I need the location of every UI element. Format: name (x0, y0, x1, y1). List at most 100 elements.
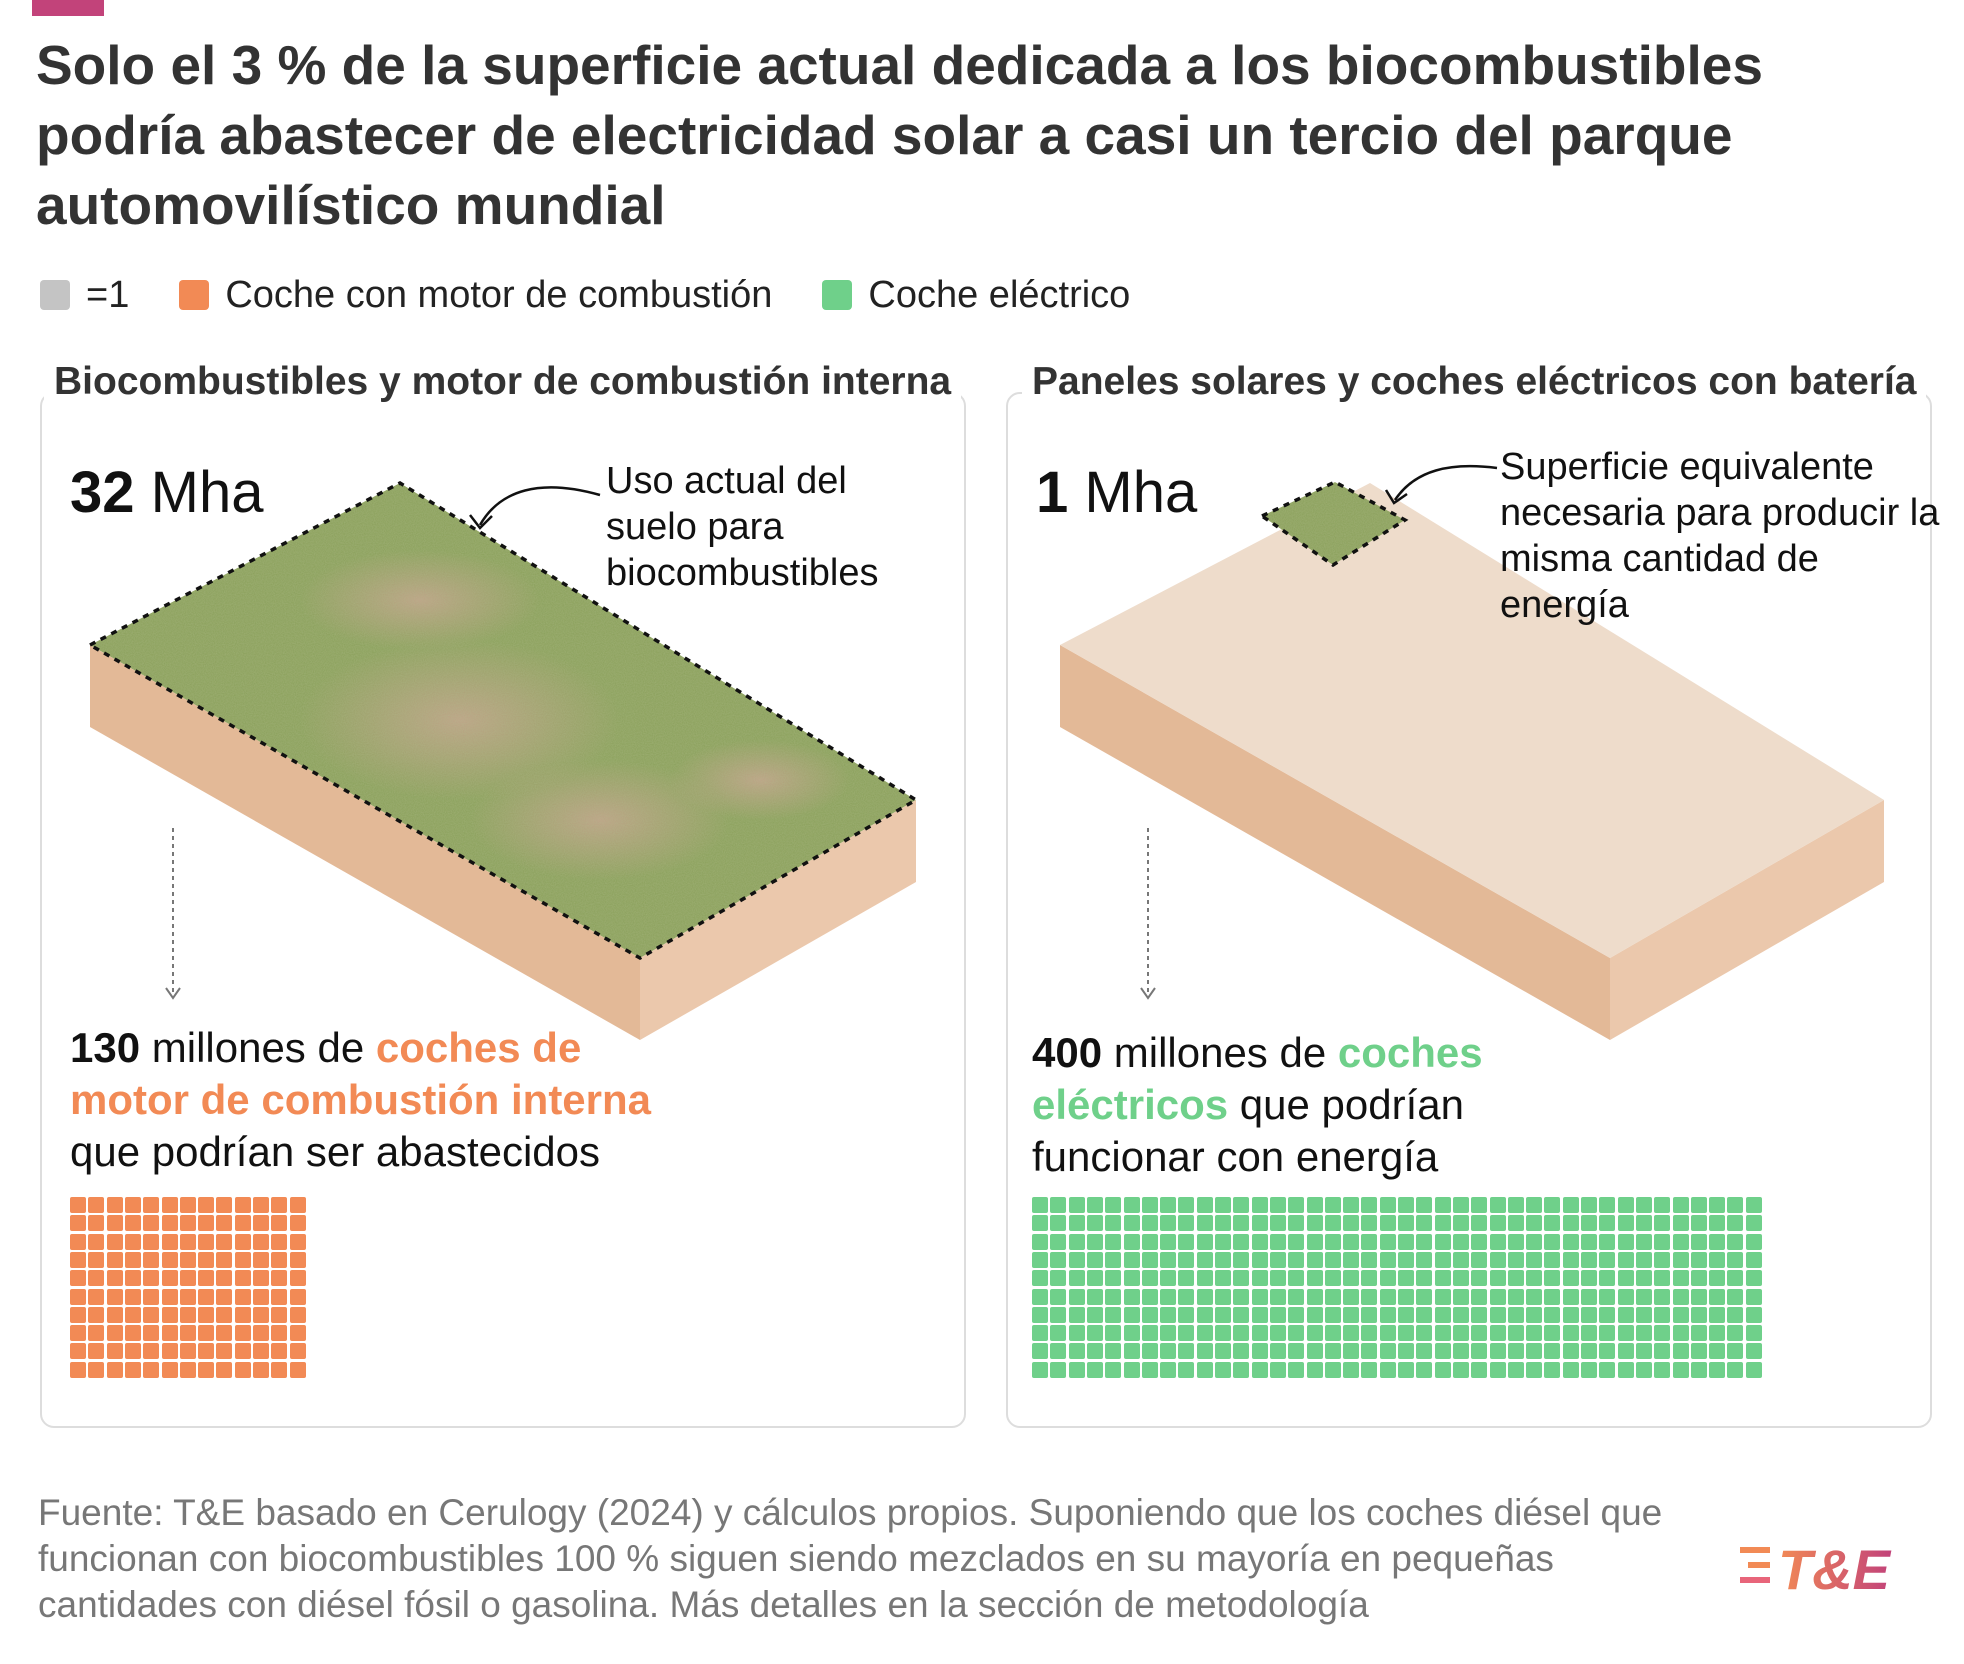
waffle-square-combustion (234, 1270, 251, 1287)
waffle-square-combustion (289, 1361, 306, 1378)
waffle-square-electric (1288, 1288, 1305, 1305)
waffle-square-electric (1251, 1270, 1268, 1287)
waffle-square-electric (1507, 1325, 1524, 1342)
waffle-square-electric (1434, 1270, 1451, 1287)
waffle-square-electric (1196, 1270, 1213, 1287)
waffle-square-electric (1526, 1251, 1543, 1268)
waffle-square-electric (1141, 1343, 1158, 1360)
panel-title-biofuels: Biocombustibles y motor de combustión in… (44, 360, 962, 404)
waffle-square-electric (1617, 1361, 1634, 1378)
waffle-square-electric (1068, 1215, 1085, 1232)
waffle-square-electric (1196, 1233, 1213, 1250)
waffle-square-electric (1306, 1288, 1323, 1305)
waffle-square-electric (1745, 1215, 1762, 1232)
waffle-square-electric (1269, 1270, 1286, 1287)
waffle-square-combustion (106, 1343, 123, 1360)
waffle-square-combustion (234, 1361, 251, 1378)
waffle-square-combustion (271, 1251, 288, 1268)
waffle-square-combustion (161, 1233, 178, 1250)
waffle-square-electric (1654, 1343, 1671, 1360)
waffle-square-electric (1379, 1288, 1396, 1305)
waffle-square-combustion (143, 1288, 160, 1305)
right-small-grass-patch (1262, 482, 1405, 565)
waffle-square-electric (1050, 1343, 1067, 1360)
waffle-square-combustion (179, 1197, 196, 1213)
waffle-square-electric (1032, 1215, 1048, 1232)
waffle-square-electric (1635, 1288, 1652, 1305)
waffle-square-electric (1343, 1361, 1360, 1378)
waffle-square-electric (1178, 1325, 1195, 1342)
legend-swatch-electric (822, 280, 853, 310)
waffle-square-combustion (216, 1270, 233, 1287)
waffle-square-electric (1398, 1343, 1414, 1360)
waffle-square-combustion (253, 1361, 269, 1378)
waffle-square-combustion (143, 1306, 160, 1323)
waffle-square-electric (1361, 1233, 1378, 1250)
waffle-square-combustion (216, 1288, 233, 1305)
waffle-square-electric (1233, 1197, 1250, 1213)
waffle-square-electric (1141, 1361, 1158, 1378)
waffle-square-electric (1288, 1215, 1305, 1232)
right-result-text: 400 millones de coches eléctricos que po… (1032, 1027, 1532, 1183)
waffle-square-combustion (198, 1270, 215, 1287)
waffle-square-electric (1526, 1197, 1543, 1213)
waffle-square-electric (1251, 1288, 1268, 1305)
waffle-square-electric (1196, 1251, 1213, 1268)
waffle-square-combustion (179, 1288, 196, 1305)
waffle-square-electric (1324, 1325, 1341, 1342)
waffle-square-electric (1123, 1306, 1140, 1323)
waffle-square-electric (1672, 1251, 1689, 1268)
waffle-square-electric (1141, 1215, 1158, 1232)
legend-swatch-unit (40, 280, 70, 310)
waffle-square-electric (1416, 1361, 1433, 1378)
right-slab-top-face (1060, 483, 1884, 958)
waffle-square-electric (1745, 1197, 1762, 1213)
waffle-square-electric (1398, 1197, 1414, 1213)
waffle-square-electric (1068, 1361, 1085, 1378)
waffle-square-electric (1745, 1288, 1762, 1305)
waffle-square-electric (1581, 1270, 1597, 1287)
waffle-square-combustion (106, 1325, 123, 1342)
waffle-square-combustion (88, 1251, 105, 1268)
waffle-square-electric (1745, 1325, 1762, 1342)
waffle-square-combustion (198, 1197, 215, 1213)
waffle-square-electric (1727, 1361, 1744, 1378)
right-area-number: 1 (1036, 460, 1069, 525)
waffle-square-combustion (289, 1197, 306, 1213)
waffle-square-electric (1562, 1233, 1579, 1250)
waffle-square-combustion (70, 1270, 86, 1287)
waffle-square-combustion (161, 1197, 178, 1213)
waffle-square-combustion (143, 1361, 160, 1378)
waffle-square-electric (1654, 1306, 1671, 1323)
waffle-square-electric (1269, 1343, 1286, 1360)
left-area-number: 32 (70, 460, 135, 525)
waffle-square-electric (1526, 1306, 1543, 1323)
waffle-square-electric (1709, 1288, 1726, 1305)
waffle-square-combustion (106, 1251, 123, 1268)
waffle-square-electric (1269, 1361, 1286, 1378)
waffle-square-electric (1654, 1288, 1671, 1305)
waffle-square-electric (1032, 1197, 1048, 1213)
waffle-square-electric (1032, 1306, 1048, 1323)
waffle-square-combustion (70, 1361, 86, 1378)
waffle-square-electric (1032, 1361, 1048, 1378)
waffle-square-electric (1526, 1288, 1543, 1305)
waffle-square-electric (1068, 1197, 1085, 1213)
waffle-square-electric (1068, 1270, 1085, 1287)
waffle-square-electric (1196, 1343, 1213, 1360)
waffle-square-electric (1105, 1233, 1122, 1250)
waffle-square-electric (1672, 1270, 1689, 1287)
waffle-square-electric (1215, 1361, 1231, 1378)
left-result-highlight: coches de motor de combustión interna (70, 1024, 652, 1123)
waffle-square-combustion (179, 1270, 196, 1287)
waffle-square-electric (1727, 1215, 1744, 1232)
waffle-square-electric (1452, 1251, 1469, 1268)
waffle-square-electric (1251, 1197, 1268, 1213)
waffle-square-combustion (216, 1251, 233, 1268)
waffle-square-electric (1141, 1288, 1158, 1305)
waffle-square-electric (1032, 1270, 1048, 1287)
waffle-square-electric (1160, 1361, 1177, 1378)
waffle-square-electric (1507, 1288, 1524, 1305)
legend-label-combustion: Coche con motor de combustión (225, 273, 773, 316)
